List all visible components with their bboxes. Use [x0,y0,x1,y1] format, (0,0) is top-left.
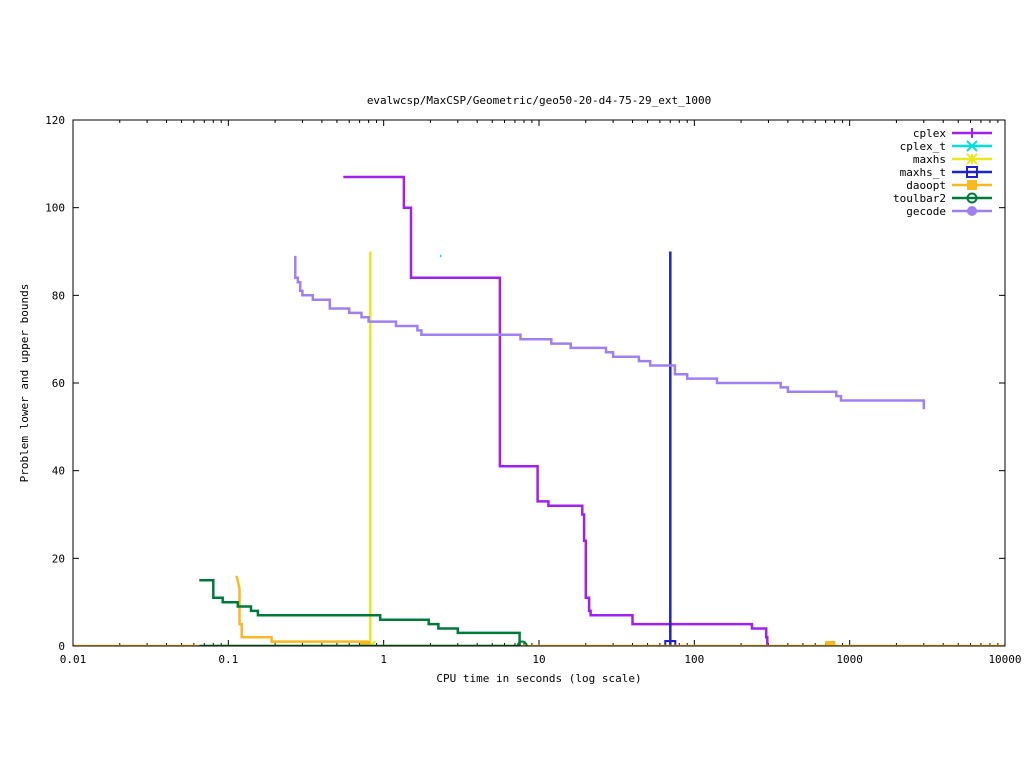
y-tick-label: 60 [52,377,65,390]
y-tick-label: 0 [58,640,65,653]
daoopt-marker [360,641,371,646]
maxhs-t-marker [664,640,677,646]
legend-label-maxhs: maxhs [913,153,946,166]
x-tick-label: 100 [684,653,704,666]
chart-title: evalwcsp/MaxCSP/Geometric/geo50-20-d4-75… [367,94,711,107]
y-tick-label: 20 [52,552,65,565]
legend-marker-cplex-t [966,140,978,152]
legend-marker-toulbar2 [966,192,978,204]
legend-marker-maxhs [966,153,978,165]
legend-label-cplex-t: cplex_t [900,140,946,153]
gecode-series-line [294,255,926,410]
y-tick-label: 120 [45,114,65,127]
toulbar2-marker [516,640,528,646]
x-tick-label: 10 [532,653,545,666]
plot-area [73,175,1005,646]
x-tick-label: 0.1 [218,653,238,666]
x-tick-label: 10000 [988,653,1021,666]
daoopt-series-line [235,575,369,643]
legend-marker-gecode [967,206,977,216]
legend-label-toulbar2: toulbar2 [893,192,946,205]
x-axis-label: CPU time in seconds (log scale) [436,672,641,685]
x-tick-label: 0.01 [60,653,87,666]
legend-label-maxhs-t: maxhs_t [900,166,946,179]
legend-marker-cplex [967,128,977,138]
legend-marker-maxhs-t [966,166,978,178]
axis-ticks: 0.01 0.1 1 10 100 1000 10000 0 20 40 60 80 100 120 [45,114,1021,666]
legend-marker-daoopt [967,180,977,190]
series-lines [73,175,1005,646]
y-tick-label: 40 [52,465,65,478]
y-tick-label: 100 [45,202,65,215]
x-tick-label: 1 [380,653,387,666]
daoopt-marker [825,641,836,646]
legend-label-cplex: cplex [913,127,946,140]
legend: cplexcplex_tmaxhsmaxhs_tdaoopttoulbar2ge… [893,127,992,218]
cplex-series-line [343,175,769,646]
plot-frame [72,119,1006,647]
legend-label-gecode: gecode [906,205,946,218]
y-axis-label: Problem lower and upper bounds [18,284,31,483]
legend-label-daoopt: daoopt [906,179,946,192]
x-tick-label: 1000 [836,653,863,666]
toulbar2-series-line [199,579,521,646]
y-tick-label: 80 [52,289,65,302]
